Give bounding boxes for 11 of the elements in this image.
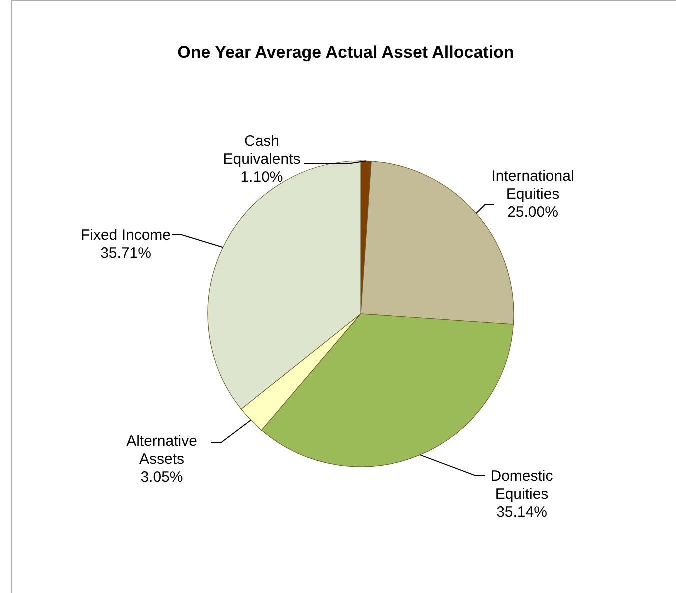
slice-label: Domestic Equities [490,468,554,503]
chart-title: One Year Average Actual Asset Allocation [178,43,514,62]
data-label: 25.00% [508,204,558,221]
data-label: 35.71% [100,245,152,262]
data-label: 1.10% [240,169,284,186]
data-label: 35.14% [496,504,548,521]
slice-label: Alternative Assets [126,433,198,468]
slice-label: International Equities [492,168,574,203]
slice-label: Cash Equivalents [223,133,301,168]
slice-label: Fixed Income [80,227,172,244]
data-label: 3.05% [140,469,184,486]
